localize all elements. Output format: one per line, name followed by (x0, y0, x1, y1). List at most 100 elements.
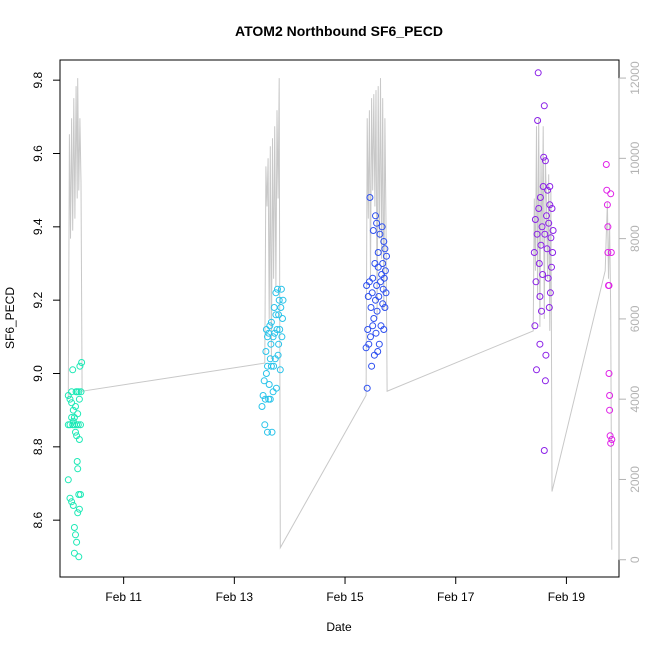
data-point (541, 377, 549, 385)
y-tick-label: 9.8 (31, 72, 45, 89)
data-point (69, 366, 77, 374)
data-point (379, 300, 387, 308)
plot-frame (59, 59, 620, 578)
data-point (368, 289, 376, 297)
data-point (603, 186, 611, 194)
y2-tick-label: 12000 (628, 61, 642, 95)
data-point (531, 322, 539, 330)
data-point (531, 216, 539, 223)
data-point (536, 194, 544, 201)
data-point (74, 410, 82, 418)
y2-tick-label: 8000 (628, 225, 642, 252)
data-point (74, 421, 82, 429)
data-point (373, 307, 381, 315)
data-point (70, 549, 78, 557)
data-point (378, 223, 386, 231)
data-point (602, 161, 610, 168)
data-point (73, 538, 81, 546)
y-tick-label: 8.6 (31, 512, 45, 529)
data-point (277, 304, 285, 311)
data-point (75, 388, 83, 396)
data-point (364, 293, 372, 300)
data-point (75, 436, 83, 443)
data-point (606, 392, 614, 399)
data-point (76, 362, 84, 370)
y-tick-label: 9.2 (31, 292, 45, 309)
data-point (264, 428, 271, 436)
data-point (372, 212, 379, 220)
series-group (602, 161, 616, 447)
y2-tick-label: 4000 (628, 386, 642, 413)
data-point (72, 428, 79, 436)
series-group (64, 359, 86, 561)
data-point (604, 249, 612, 256)
data-point (383, 252, 390, 260)
data-point (267, 318, 275, 326)
data-point (276, 366, 284, 374)
data-point (272, 289, 280, 297)
data-point (367, 333, 374, 341)
data-point (541, 230, 549, 238)
data-point (272, 384, 280, 392)
data-point (66, 494, 74, 502)
data-point (605, 370, 613, 377)
data-point (68, 399, 76, 407)
data-point (546, 289, 554, 297)
data-point (546, 183, 554, 190)
data-point (539, 271, 547, 278)
data-point (606, 406, 614, 414)
data-point (262, 348, 270, 355)
data-point (370, 351, 378, 359)
data-point (548, 263, 555, 271)
data-point (68, 414, 76, 421)
data-point (379, 260, 387, 267)
data-point (77, 388, 85, 396)
data-point (370, 315, 378, 322)
data-point (368, 362, 376, 370)
data-point (540, 447, 548, 454)
data-point (375, 340, 383, 348)
data-point (270, 304, 278, 311)
data-point (260, 377, 268, 385)
plot-area (59, 59, 620, 578)
data-point (381, 304, 389, 311)
data-point (372, 329, 380, 337)
y-tick-label: 8.8 (31, 438, 45, 455)
data-point (543, 212, 550, 220)
series-group (530, 69, 557, 454)
data-point (270, 362, 278, 370)
data-point (70, 524, 78, 531)
data-point (72, 403, 79, 410)
data-point (265, 381, 273, 388)
data-point (75, 505, 83, 513)
data-point (366, 194, 374, 201)
data-point (608, 436, 616, 443)
data-point (603, 201, 611, 209)
data-point (373, 219, 381, 227)
data-point (535, 205, 543, 212)
x-axis: Feb 11 Feb 13 Feb 15 Feb 17 Feb 19 (105, 576, 585, 604)
data-point (75, 395, 83, 403)
data-point (607, 439, 615, 447)
data-point (69, 502, 77, 509)
data-point (267, 362, 275, 370)
altitude-series (67, 78, 613, 550)
data-point (605, 282, 613, 289)
data-point (267, 340, 275, 348)
data-point (74, 465, 82, 473)
data-point (261, 421, 269, 429)
data-point (530, 249, 538, 256)
data-point (543, 245, 551, 253)
data-point (273, 326, 281, 333)
x-tick-label: Feb 17 (437, 590, 475, 604)
y-tick-label: 9.6 (31, 145, 45, 162)
data-point (533, 230, 541, 238)
data-point (274, 351, 282, 359)
data-point (532, 278, 540, 286)
data-point (380, 274, 388, 282)
data-point (364, 326, 372, 333)
data-point (72, 531, 79, 539)
data-point (369, 322, 377, 330)
y-tick-label: 9.0 (31, 365, 45, 382)
y-axis-label: SF6_PECD (3, 287, 17, 349)
